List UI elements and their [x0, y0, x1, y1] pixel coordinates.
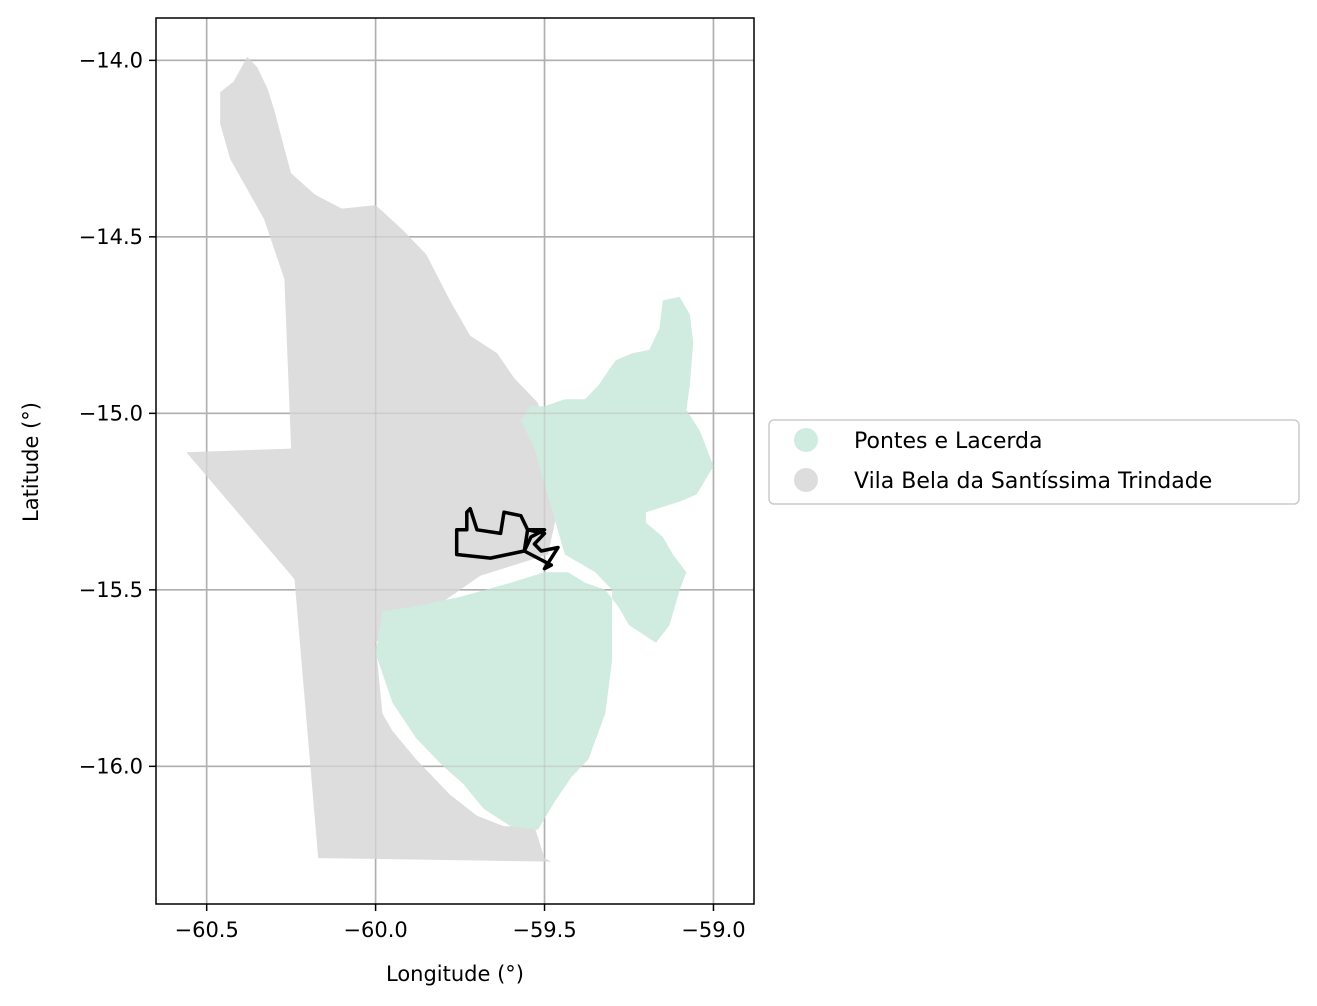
legend: Pontes e Lacerda Vila Bela da Santíssima…	[768, 419, 1300, 505]
y-tick-label: −14.0	[79, 48, 143, 72]
region-pontes-e-lacerda	[375, 296, 714, 830]
y-tick-label: −16.0	[79, 754, 143, 778]
legend-frame	[768, 419, 1300, 505]
x-tick-label: −59.5	[512, 918, 576, 942]
highlight-outline	[454, 506, 560, 571]
y-tick-label: −15.0	[79, 401, 143, 425]
grid-lines-overlay	[156, 18, 754, 904]
y-axis-label: Latitude (°)	[19, 402, 43, 522]
plot-frame	[155, 17, 755, 905]
legend-marker-vila-bela	[794, 468, 818, 492]
y-tick-label: −14.5	[79, 225, 143, 249]
legend-label-vila-bela: Vila Bela da Santíssima Trindade	[854, 469, 1212, 494]
y-axis-ticks: −14.0 −14.5 −15.0 −15.5 −16.0	[79, 48, 156, 778]
legend-marker-pontes-e-lacerda	[794, 428, 818, 452]
x-axis-ticks: −60.5 −60.0 −59.5 −59.0	[174, 904, 746, 942]
legend-label-pontes-e-lacerda: Pontes e Lacerda	[854, 429, 1043, 454]
x-tick-label: −60.5	[174, 918, 238, 942]
region-vila-bela-da-santissima-trindade	[186, 56, 558, 862]
y-tick-label: −15.5	[79, 578, 143, 602]
x-tick-label: −60.0	[343, 918, 407, 942]
x-tick-label: −59.0	[681, 918, 745, 942]
x-axis-label: Longitude (°)	[386, 962, 524, 986]
highlight-boundary	[454, 506, 560, 571]
map-regions	[186, 56, 714, 862]
